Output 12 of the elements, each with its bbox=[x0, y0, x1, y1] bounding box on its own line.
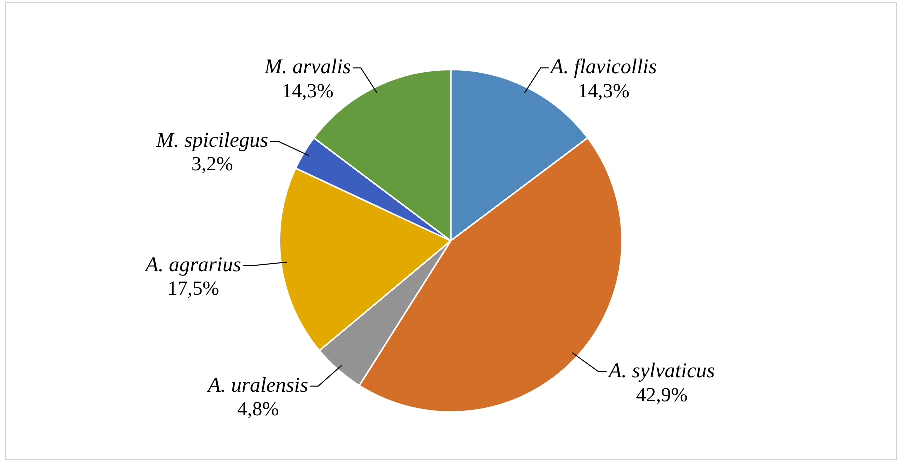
slice-label: M. spicilegus bbox=[155, 128, 268, 152]
data-label: 3,2% bbox=[192, 154, 234, 176]
slice-label: M. arvalis bbox=[264, 54, 352, 79]
data-label: 14,3% bbox=[578, 80, 630, 102]
data-label: 4,8% bbox=[237, 398, 280, 421]
data-label: 42,9% bbox=[636, 384, 688, 406]
data-label: 17,5% bbox=[168, 278, 220, 300]
data-label: 14,3% bbox=[282, 80, 334, 102]
slice-label: A. agrarius bbox=[144, 252, 242, 276]
slice-label: A. sylvaticus bbox=[606, 358, 716, 383]
slice-label: A. uralensis bbox=[206, 372, 308, 397]
slice-label: A. flavicollis bbox=[548, 54, 658, 79]
